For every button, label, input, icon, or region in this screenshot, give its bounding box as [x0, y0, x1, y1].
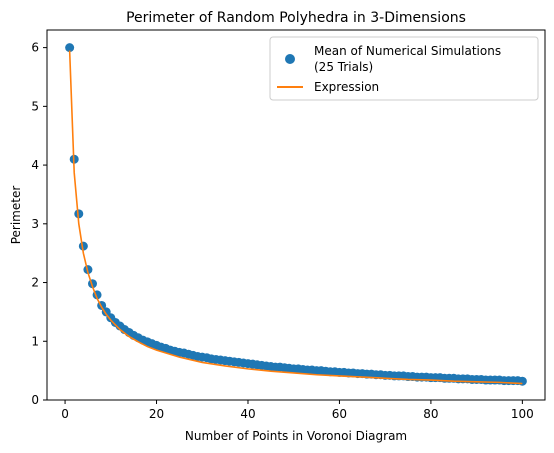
- x-axis: 0 20 40 60 80 100: [61, 400, 534, 421]
- y-tick-label: 3: [31, 217, 39, 231]
- scatter-point: [74, 209, 84, 219]
- y-axis: 0 1 2 3 4 5 6: [31, 41, 47, 407]
- y-tick-label: 6: [31, 41, 39, 55]
- scatter-point: [65, 43, 75, 53]
- scatter-point: [517, 376, 527, 386]
- legend-scatter-marker: [285, 54, 295, 64]
- chart-title: Perimeter of Random Polyhedra in 3-Dimen…: [126, 10, 466, 26]
- y-tick-label: 4: [31, 158, 39, 172]
- x-tick-label: 60: [332, 407, 347, 421]
- axes-frame: [46, 29, 546, 401]
- expression-line: [68, 50, 523, 385]
- legend-box: [269, 36, 539, 101]
- legend-scatter-label-line1: Mean of Numerical Simulations: [314, 44, 501, 58]
- y-axis-label: Perimeter: [9, 186, 23, 245]
- x-tick-label: 40: [240, 407, 255, 421]
- x-axis-label: Number of Points in Voronoi Diagram: [185, 429, 407, 443]
- y-tick-label: 1: [31, 334, 39, 348]
- x-tick-label: 0: [61, 407, 69, 421]
- x-tick-label: 80: [423, 407, 438, 421]
- legend-line-label: Expression: [314, 80, 379, 94]
- y-tick-label: 5: [31, 99, 39, 113]
- plot-area: [65, 43, 527, 386]
- y-tick-label: 0: [31, 393, 39, 407]
- legend: Mean of Numerical Simulations (25 Trials…: [269, 36, 539, 101]
- legend-scatter-label-line2: (25 Trials): [314, 60, 373, 74]
- y-tick-label: 2: [31, 276, 39, 290]
- x-tick-label: 20: [149, 407, 164, 421]
- x-tick-label: 100: [511, 407, 534, 421]
